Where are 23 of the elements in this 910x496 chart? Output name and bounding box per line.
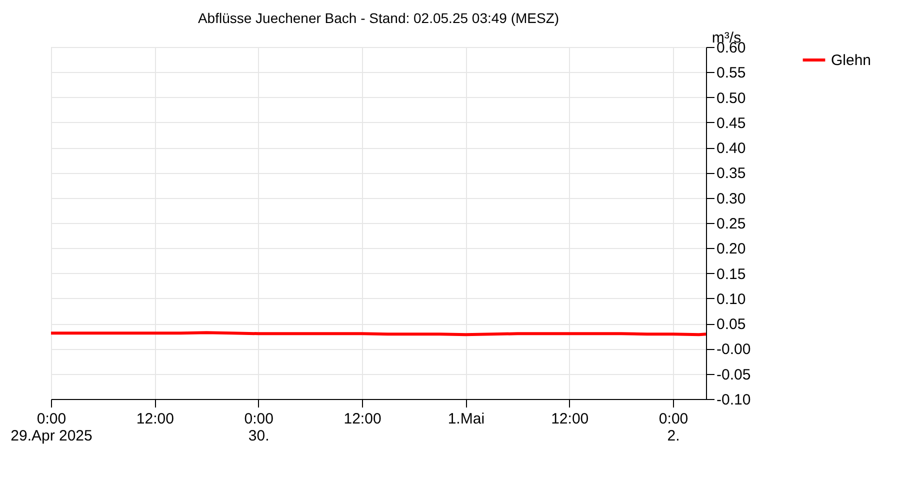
y-tick-label: 0.35: [716, 165, 746, 182]
x-tick-label: 1.Mai: [448, 410, 485, 428]
y-tick-label: 0.20: [716, 240, 746, 258]
y-tick-label: 0.50: [716, 90, 746, 107]
y-tick-label: 0.05: [716, 316, 746, 334]
y-tick-label: -0.10: [716, 392, 751, 408]
x-tick-label: 0:00 30.: [244, 410, 274, 444]
y-tick-label: -0.05: [716, 366, 751, 384]
chart-title: Abflüsse Juechener Bach - Stand: 02.05.25 03:49 (MESZ): [198, 10, 560, 26]
y-tick-label: 0.30: [716, 190, 746, 208]
y-tick-label: 0.25: [716, 216, 746, 232]
y-tick-label: -0.00: [716, 341, 751, 358]
x-tick-label: 12:00: [344, 410, 382, 428]
legend-label: Glehn: [831, 52, 872, 69]
y-tick-label: 0.45: [716, 114, 746, 132]
x-tick-label: 0:00 2.: [658, 410, 688, 444]
x-tick-label: 0:00 29.Apr 2025: [10, 410, 92, 444]
y-tick-label: 0.55: [716, 64, 746, 82]
y-tick-label: 0.15: [716, 266, 746, 283]
x-tick-label: 12:00: [136, 410, 174, 428]
x-tick-label: 12:00: [551, 410, 589, 428]
y-tick-label: 0.40: [716, 140, 746, 158]
y-tick-label: 0.10: [716, 290, 746, 308]
